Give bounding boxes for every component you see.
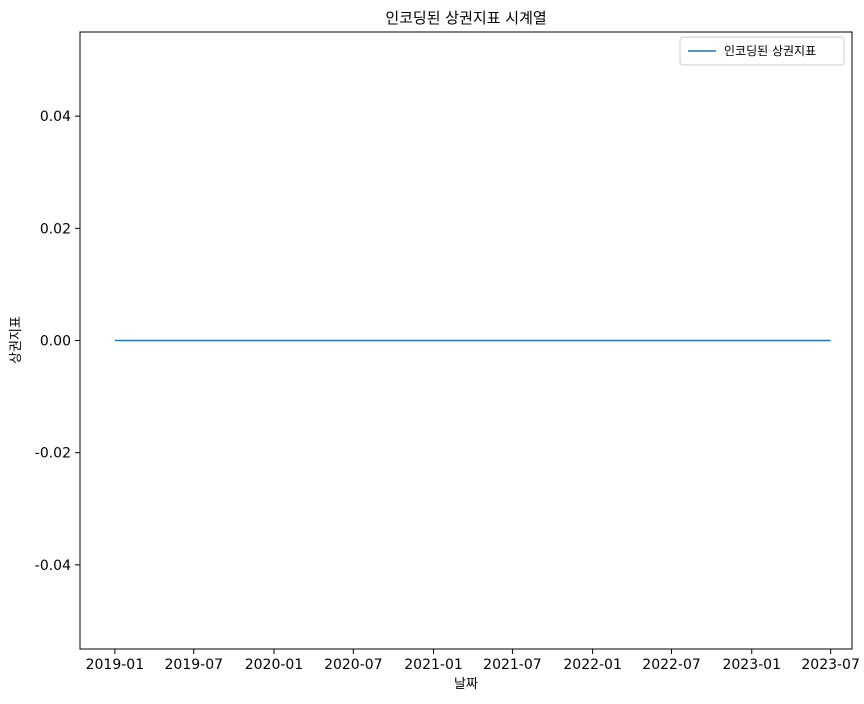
- legend-label: 인코딩된 상권지표: [724, 44, 816, 58]
- x-tick-label: 2022-07: [642, 657, 701, 673]
- x-tick-label: 2023-07: [801, 657, 860, 673]
- x-tick-label: 2019-07: [165, 657, 224, 673]
- y-tick-label: 0.02: [40, 221, 71, 237]
- chart-title: 인코딩된 상권지표 시계열: [385, 9, 546, 27]
- legend-box: [679, 36, 845, 66]
- x-tick-label: 2020-01: [245, 657, 304, 673]
- y-axis: 0.04 0.02 0.00 -0.02 -0.04: [35, 109, 80, 574]
- y-tick-label: 0.04: [40, 109, 71, 125]
- x-tick-label: 2019-01: [86, 657, 145, 673]
- y-tick-label: -0.02: [35, 446, 71, 462]
- x-tick-label: 2020-07: [324, 657, 383, 673]
- x-axis: 2019-01 2019-07 2020-01 2020-07 2021-01 2021-…: [86, 649, 860, 673]
- legend: 인코딩된 상권지표: [679, 36, 845, 66]
- y-tick-label: -0.04: [35, 558, 71, 574]
- y-tick-label: 0.00: [40, 334, 71, 350]
- x-tick-label: 2021-07: [483, 657, 542, 673]
- x-tick-label: 2021-01: [404, 657, 463, 673]
- x-tick-label: 2023-01: [722, 657, 781, 673]
- x-tick-label: 2022-01: [563, 657, 622, 673]
- x-axis-label: 날짜: [454, 677, 478, 692]
- y-axis-label: 상권지표: [9, 316, 24, 364]
